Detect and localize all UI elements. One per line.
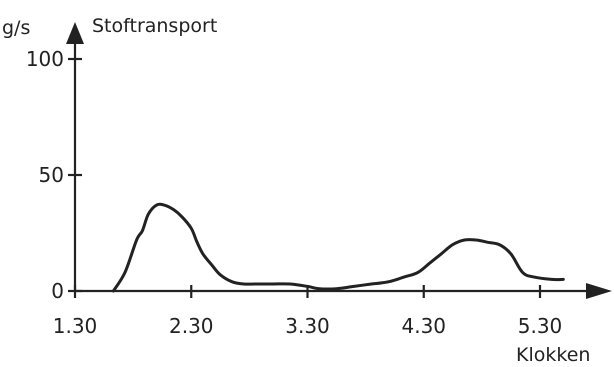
- x-tick-label: 4.30: [401, 314, 446, 338]
- series-line: [111, 202, 565, 293]
- x-axis-title: Klokken: [516, 344, 590, 366]
- x-axis-arrow: [586, 283, 612, 299]
- ticks: [68, 57, 542, 298]
- x-tick-label: 3.30: [285, 314, 330, 338]
- series-layer: [111, 202, 565, 293]
- tick-labels: 0 50 100 1.30 2.30 3.30 4.30 5.30: [26, 47, 562, 338]
- x-tick-label: 5.30: [518, 314, 563, 338]
- y-axis-arrow: [66, 22, 84, 44]
- y-axis-title: Stoftransport: [92, 15, 217, 37]
- axes: [66, 22, 612, 299]
- y-tick-label: 100: [26, 47, 64, 71]
- x-tick-label: 2.30: [169, 314, 214, 338]
- y-tick-label: 50: [39, 163, 64, 187]
- y-tick-label: 0: [51, 279, 64, 303]
- x-tick-label: 1.30: [53, 314, 98, 338]
- y-axis-unit: g/s: [2, 17, 30, 39]
